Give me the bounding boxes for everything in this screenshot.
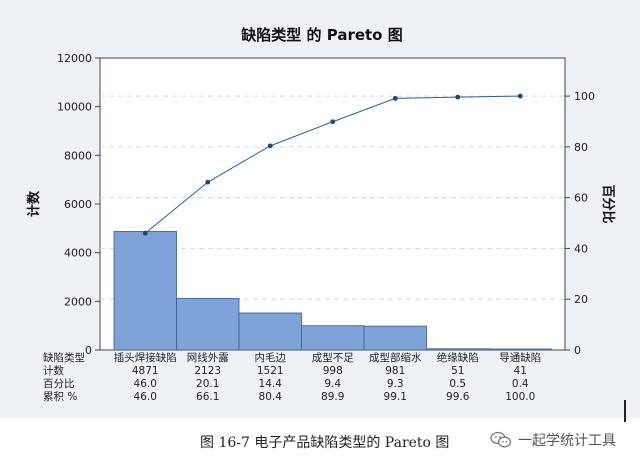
- y2-tick-label: 0: [574, 344, 581, 357]
- table-cell: 成型部缩水: [369, 351, 422, 364]
- table-cell: 0.5: [449, 378, 466, 390]
- chart-title: 缺陷类型 的 Pareto 图: [240, 26, 402, 44]
- y2-tick-label: 80: [574, 141, 588, 154]
- table-cell: 1521: [257, 365, 284, 377]
- table-cell: 插头焊接缺陷: [114, 351, 177, 364]
- bar-1: [113, 231, 177, 351]
- y2-tick-label: 60: [574, 192, 588, 205]
- watermark-text: 一起学统计工具: [518, 433, 616, 449]
- page-edge-mark: [624, 400, 626, 422]
- table-cell: 导通缺陷: [499, 351, 541, 364]
- table-cell: 998: [323, 365, 343, 377]
- bar-2: [176, 297, 240, 351]
- table-cell: 89.9: [321, 391, 344, 403]
- table-row-label: 累积 %: [43, 391, 77, 403]
- cumulative-point-1: [142, 230, 148, 236]
- wechat-icon: [490, 431, 512, 449]
- table-cell: 0.4: [512, 378, 529, 390]
- y-tick-label: 4000: [64, 247, 92, 260]
- bar-5: [363, 325, 427, 351]
- table-cell: 内毛边: [255, 351, 287, 364]
- cumulative-point-5: [392, 95, 398, 101]
- table-cell: 成型不足: [312, 351, 354, 364]
- table-row-label: 缺陷类型: [43, 351, 85, 364]
- table-cell: 网线外露: [187, 351, 229, 364]
- table-cell: 41: [514, 365, 527, 377]
- figure-caption: 图 16-7 电子产品缺陷类型的 Pareto 图: [200, 435, 450, 451]
- cumulative-point-6: [455, 94, 461, 100]
- table-cell: 66.1: [196, 391, 219, 403]
- table-cell: 4871: [132, 365, 159, 377]
- table-cell: 80.4: [259, 391, 283, 403]
- table-cell: 981: [385, 365, 405, 377]
- table-cell: 100.0: [505, 391, 535, 403]
- table-cell: 46.0: [134, 378, 157, 390]
- table-cell: 20.1: [196, 378, 219, 390]
- bar-4: [301, 325, 365, 351]
- y2-tick-label: 100: [574, 90, 595, 103]
- y-tick-label: 10000: [57, 101, 92, 114]
- table-cell: 51: [451, 365, 464, 377]
- bar-7: [488, 348, 552, 351]
- y-tick-label: 2000: [64, 295, 92, 308]
- table-row-label: 计数: [43, 364, 64, 377]
- y-tick-label: 12000: [57, 52, 92, 65]
- watermark: 一起学统计工具: [490, 430, 616, 450]
- pareto-chart: 缺陷类型 的 Pareto 图 0 2000 4000 6000 8000 10000 12…: [26, 26, 616, 403]
- y2-tick-label: 20: [574, 293, 588, 306]
- bar-3: [238, 312, 302, 351]
- table-cell: 46.0: [134, 391, 157, 403]
- y2-tick-label: 40: [574, 242, 588, 255]
- cumulative-point-4: [330, 119, 336, 125]
- table-cell: 14.4: [259, 378, 283, 390]
- table-cell: 99.1: [384, 391, 407, 403]
- table-row-label: 百分比: [43, 377, 75, 390]
- table-cell: 绝缘缺陷: [437, 351, 479, 364]
- cumulative-point-2: [205, 179, 211, 185]
- table-cell: 2123: [194, 365, 221, 377]
- bar-6: [426, 348, 490, 351]
- cumulative-point-7: [517, 93, 523, 99]
- y-tick-label: 0: [85, 344, 92, 357]
- table-cell: 9.3: [387, 378, 404, 390]
- y-tick-label: 6000: [64, 198, 92, 211]
- table-cell: 99.6: [446, 391, 470, 403]
- cumulative-point-3: [267, 143, 273, 149]
- chart-panel: 缺陷类型 的 Pareto 图 0 2000 4000 6000 8000 10000 12…: [0, 0, 640, 418]
- y-tick-label: 8000: [64, 149, 92, 162]
- table-cell: 9.4: [324, 378, 341, 390]
- y2-axis-label: 百分比: [600, 184, 616, 223]
- y-axis-label: 计数: [26, 190, 42, 217]
